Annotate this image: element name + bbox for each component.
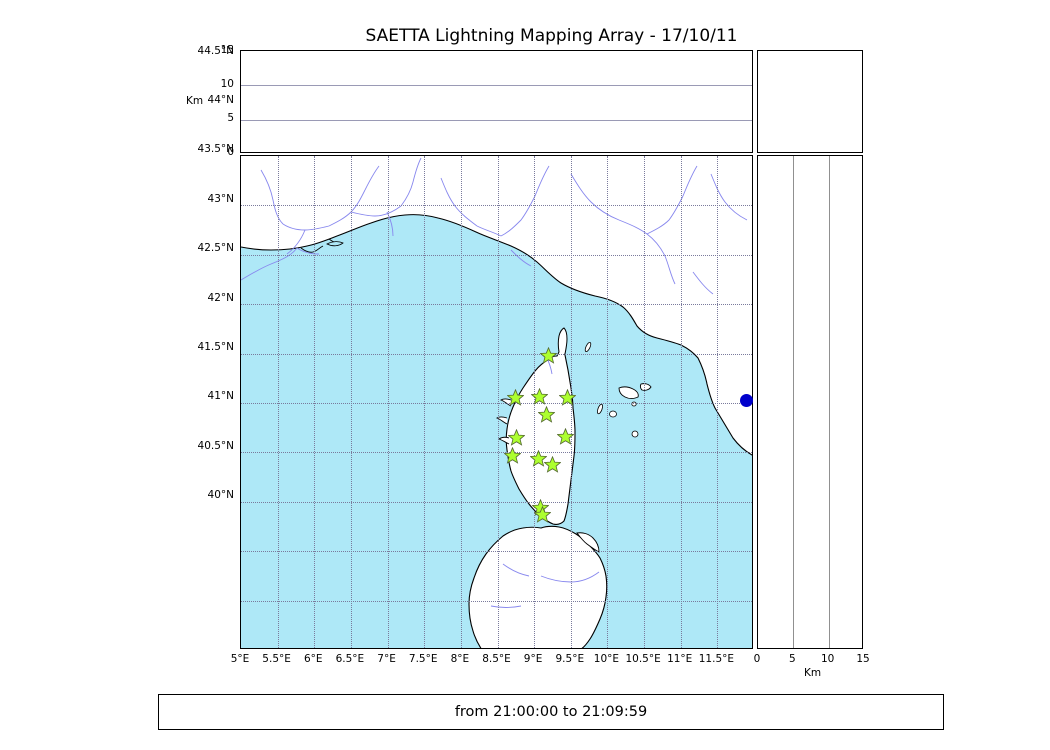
gridline-h-43.5N (241, 304, 752, 306)
xtick-5.5E: 5.5°E (262, 653, 291, 665)
xtick-10E: 10°E (593, 653, 620, 665)
xlabel-right-panel: Km (804, 667, 822, 679)
map-graphic (241, 156, 752, 648)
gridline-v-7E (387, 156, 389, 648)
gridline-h-43N (241, 353, 752, 355)
xtick-9E: 9°E (523, 653, 543, 665)
xtick-11.5E: 11.5°E (698, 653, 735, 665)
xtick-6.5E: 6.5°E (335, 653, 365, 665)
ytick-44N: 44°N (207, 94, 234, 106)
ytick-top-0: 0 (227, 146, 234, 158)
ytick-top-10: 10 (220, 78, 234, 90)
xtick-10.5E: 10.5°E (625, 653, 661, 665)
gridline-v-9.5E (570, 156, 572, 648)
caption-text: from 21:00:00 to 21:09:59 (454, 704, 648, 720)
ytick-top-15: 15 (220, 44, 234, 56)
gridline-h-40.5N (241, 600, 752, 602)
gridline-h-41.5N (241, 501, 752, 503)
ytick-42N: 42°N (207, 291, 234, 304)
gridline-v-10E (607, 156, 609, 648)
gridline-v-6E (314, 156, 316, 648)
reference-marker-dot (739, 393, 753, 407)
xtick-8E: 8°E (450, 653, 470, 665)
ytick-44.5N: 44.5°N (197, 44, 234, 57)
panel-corner-blank (757, 50, 863, 153)
gridline-v-5.5E (277, 156, 279, 648)
xtick-9.5E: 9.5°E (555, 653, 585, 665)
gridline-v-6.5E (350, 156, 352, 648)
xtick-right-0: 0 (753, 653, 761, 665)
gridline-h-5km (241, 119, 752, 121)
panel-height-vs-longitude (240, 50, 753, 153)
ytick-40.5N: 40.5°N (197, 439, 234, 452)
gridline-h-42.5N (241, 403, 752, 404)
gridline-h-10km (241, 85, 752, 87)
gridline-v-10km (828, 156, 830, 648)
ytick-43N: 43°N (207, 192, 234, 205)
gridline-h-41N (241, 551, 752, 553)
gridline-h-42N (241, 452, 752, 454)
ytick-top-5: 5 (227, 112, 234, 124)
page-title: SAETTA Lightning Mapping Array - 17/10/1… (365, 26, 738, 46)
xtick-5E: 5°E (230, 653, 250, 665)
xtick-right-5: 5 (788, 653, 796, 665)
time-window-caption: from 21:00:00 to 21:09:59 (158, 694, 944, 730)
gridline-v-8.5E (497, 156, 499, 648)
panel-map[interactable] (240, 155, 753, 649)
panel-height-vs-latitude (757, 155, 863, 649)
xtick-right-15: 15 (856, 653, 870, 665)
ytick-43.5N: 43.5°N (197, 143, 234, 156)
gridline-v-11E (680, 156, 682, 648)
gridline-h-44.5N (241, 205, 752, 207)
ytick-41N: 41°N (207, 390, 234, 403)
ytick-40N: 40°N (207, 489, 234, 502)
gridline-h-44N (241, 254, 752, 256)
gridline-v-10.5E (644, 156, 646, 648)
ytick-42.5N: 42.5°N (197, 242, 234, 255)
xtick-6E: 6°E (304, 653, 323, 665)
xtick-7.5E: 7.5°E (408, 653, 438, 665)
ytick-41.5N: 41.5°N (197, 341, 234, 353)
gridline-v-8E (460, 156, 462, 648)
xtick-7E: 7°E (377, 653, 396, 665)
gridline-v-7.5E (424, 156, 426, 648)
xtick-8.5E: 8.5°E (482, 653, 511, 665)
gridline-v-5km (793, 156, 795, 648)
gridline-v-9E (534, 156, 536, 648)
xtick-right-10: 10 (821, 653, 835, 665)
ylabel-top-panel: Km (186, 95, 204, 107)
gridline-v-11.5E (717, 156, 719, 648)
xtick-11E: 11°E (667, 653, 693, 665)
